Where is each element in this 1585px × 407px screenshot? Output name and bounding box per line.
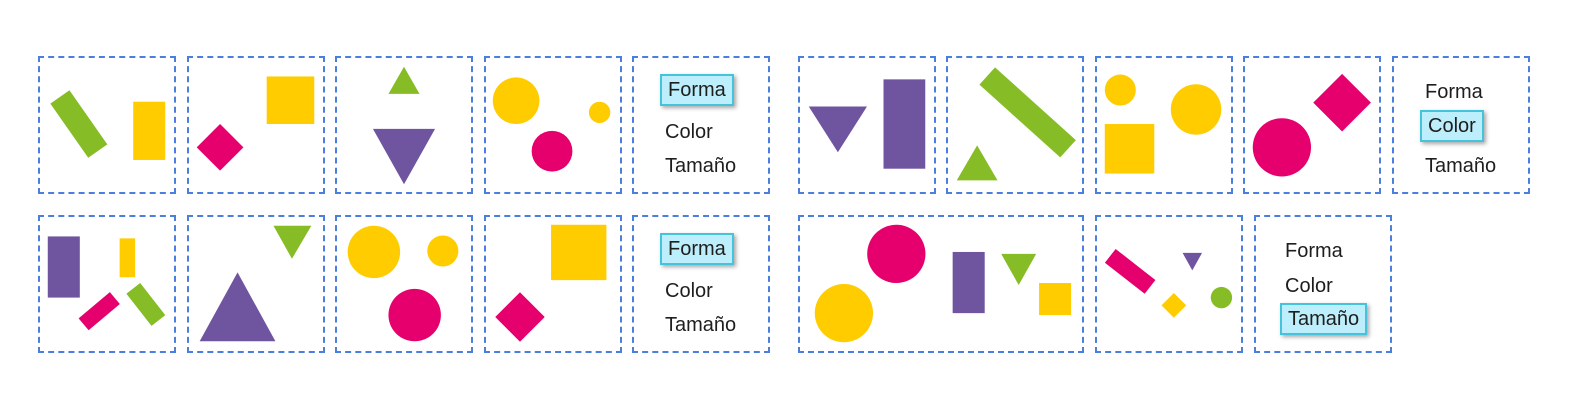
- option-forma[interactable]: Forma: [1285, 240, 1343, 262]
- criteria-card-3: Forma Color Tamaño: [632, 215, 770, 353]
- purple-rectangle: [883, 79, 926, 169]
- shape-card-2: [187, 56, 325, 194]
- yellow-square: [1104, 124, 1155, 174]
- magenta-diamond: [495, 292, 545, 342]
- yellow-circle-small: [427, 235, 459, 267]
- magenta-circle: [867, 224, 926, 284]
- option-tamano[interactable]: Tamaño: [665, 155, 737, 177]
- green-triangle: [273, 225, 312, 259]
- criteria-card-2: Forma Color Tamaño: [1392, 56, 1530, 194]
- yellow-square: [551, 224, 607, 281]
- option-forma[interactable]: Forma: [1425, 81, 1483, 103]
- option-forma[interactable]: Forma: [660, 74, 734, 106]
- green-bar: [979, 67, 1076, 158]
- shape-card-3: [335, 56, 473, 194]
- option-tamano[interactable]: Tamaño: [665, 314, 737, 336]
- yellow-circle-small: [1104, 74, 1136, 106]
- magenta-diamond: [1313, 73, 1371, 132]
- yellow-square: [1039, 283, 1072, 316]
- yellow-circle: [814, 284, 874, 343]
- yellow-rectangle: [133, 101, 166, 160]
- green-bar: [126, 282, 166, 326]
- shape-card-1: [38, 56, 176, 194]
- yellow-circle-large: [492, 77, 540, 125]
- yellow-diamond: [1161, 293, 1187, 318]
- magenta-circle: [531, 130, 573, 172]
- option-forma[interactable]: Forma: [660, 233, 734, 265]
- option-tamano[interactable]: Tamaño: [1280, 303, 1368, 335]
- purple-rectangle: [952, 251, 985, 314]
- shape-card-6: [946, 56, 1084, 194]
- magenta-bar: [78, 292, 120, 331]
- purple-triangle: [1182, 252, 1203, 271]
- shape-card-11: [335, 215, 473, 353]
- green-triangle: [1001, 253, 1037, 285]
- green-triangle: [956, 145, 998, 181]
- option-color[interactable]: Color: [1420, 110, 1484, 142]
- yellow-circle-small: [588, 101, 611, 124]
- shape-card-13: [798, 215, 1084, 353]
- shape-card-4: [484, 56, 622, 194]
- green-triangle: [388, 66, 420, 94]
- yellow-square: [266, 76, 315, 125]
- criteria-card-1: Forma Color Tamaño: [632, 56, 770, 194]
- shape-card-10: [187, 215, 325, 353]
- yellow-rectangle: [119, 238, 136, 278]
- shape-card-9: [38, 215, 176, 353]
- option-color[interactable]: Color: [665, 121, 713, 143]
- shape-card-12: [484, 215, 622, 353]
- yellow-circle-large: [347, 225, 401, 279]
- shape-card-14: [1095, 215, 1243, 353]
- option-color[interactable]: Color: [1285, 275, 1333, 297]
- magenta-circle: [388, 288, 441, 342]
- green-circle: [1210, 286, 1233, 309]
- purple-rectangle: [47, 236, 80, 298]
- option-tamano[interactable]: Tamaño: [1425, 155, 1497, 177]
- criteria-card-4: Forma Color Tamaño: [1254, 215, 1392, 353]
- yellow-circle-large: [1170, 84, 1222, 135]
- purple-triangle: [372, 128, 436, 185]
- purple-triangle: [808, 106, 867, 153]
- shape-card-5: [798, 56, 936, 194]
- green-rectangle: [50, 90, 108, 158]
- magenta-bar: [1104, 248, 1156, 294]
- magenta-circle: [1252, 118, 1312, 177]
- option-color[interactable]: Color: [665, 280, 713, 302]
- shape-card-7: [1095, 56, 1233, 194]
- shape-card-8: [1243, 56, 1381, 194]
- purple-triangle: [199, 272, 276, 342]
- magenta-diamond: [196, 123, 244, 171]
